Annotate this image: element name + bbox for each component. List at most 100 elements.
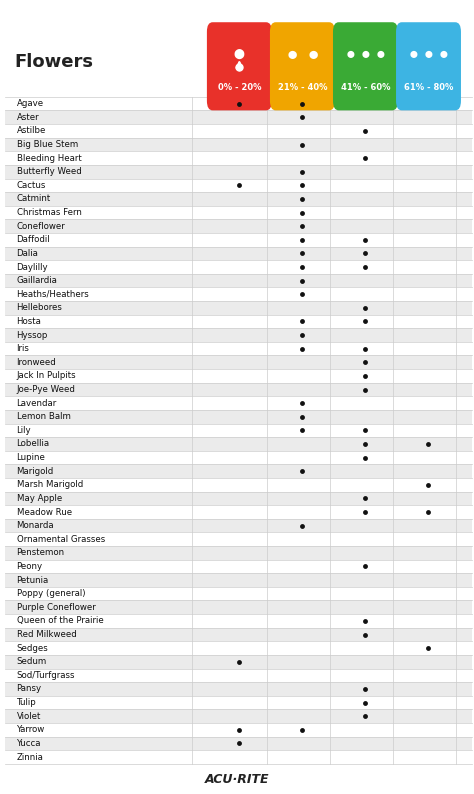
Bar	[5, 423, 472, 437]
Text: Dalia: Dalia	[17, 249, 38, 258]
Text: Christmas Fern: Christmas Fern	[17, 208, 82, 217]
Text: Yarrow: Yarrow	[17, 725, 45, 734]
FancyBboxPatch shape	[270, 22, 335, 110]
Bar	[5, 342, 472, 356]
Text: Violet: Violet	[17, 711, 41, 721]
FancyBboxPatch shape	[333, 22, 398, 110]
Bar	[5, 36, 472, 101]
Bar	[5, 287, 472, 301]
Text: Petunia: Petunia	[17, 576, 49, 584]
Text: Catmint: Catmint	[17, 195, 51, 203]
Text: Bleeding Heart: Bleeding Heart	[17, 153, 82, 163]
Bar	[5, 260, 472, 274]
FancyBboxPatch shape	[396, 22, 461, 110]
Text: ⬤: ⬤	[425, 51, 432, 58]
Text: Daylilly: Daylilly	[17, 263, 48, 272]
Text: ⬤: ⬤	[346, 51, 354, 58]
Text: Zinnia: Zinnia	[17, 753, 44, 761]
FancyBboxPatch shape	[207, 22, 272, 110]
Bar	[5, 124, 472, 137]
Text: Joe-Pye Weed: Joe-Pye Weed	[17, 385, 75, 394]
Text: Big Blue Stem: Big Blue Stem	[17, 140, 78, 149]
Bar	[5, 328, 472, 342]
Bar	[5, 546, 472, 560]
Text: Astilbe: Astilbe	[17, 126, 46, 136]
Bar	[5, 206, 472, 219]
Bar	[5, 247, 472, 260]
Bar	[5, 478, 472, 491]
Text: 21% - 40%: 21% - 40%	[278, 83, 327, 92]
Text: Jack In Pulpits: Jack In Pulpits	[17, 372, 76, 380]
Text: 0% - 20%: 0% - 20%	[218, 83, 261, 92]
Bar	[5, 301, 472, 314]
Bar	[5, 533, 472, 546]
Text: Purple Coneflower: Purple Coneflower	[17, 603, 95, 612]
Bar	[5, 165, 472, 179]
Text: Yucca: Yucca	[17, 739, 41, 748]
Text: Lemon Balm: Lemon Balm	[17, 412, 71, 422]
Text: ⬤: ⬤	[377, 51, 384, 58]
Bar	[5, 642, 472, 655]
Text: Marigold: Marigold	[17, 467, 54, 476]
Text: Cactus: Cactus	[17, 181, 46, 190]
Bar	[5, 669, 472, 682]
Text: Marsh Marigold: Marsh Marigold	[17, 480, 83, 489]
Text: Ironweed: Ironweed	[17, 358, 56, 367]
Bar	[5, 179, 472, 192]
Bar	[5, 737, 472, 750]
Bar	[5, 152, 472, 165]
Text: Lupine: Lupine	[17, 453, 46, 462]
Bar	[5, 491, 472, 505]
Text: 61% - 80%: 61% - 80%	[404, 83, 453, 92]
Bar	[5, 410, 472, 423]
Bar	[5, 314, 472, 328]
Bar	[5, 750, 472, 764]
Bar	[5, 233, 472, 247]
Text: ⬤: ⬤	[308, 50, 318, 59]
Bar	[5, 614, 472, 628]
Text: Poppy (general): Poppy (general)	[17, 589, 85, 598]
Text: Agave: Agave	[17, 99, 44, 108]
Text: ⬤: ⬤	[440, 51, 447, 58]
Text: ⬤: ⬤	[234, 49, 245, 60]
Bar	[5, 696, 472, 709]
Bar	[5, 518, 472, 533]
Text: Lavendar: Lavendar	[17, 399, 57, 407]
Text: Sedum: Sedum	[17, 657, 47, 666]
Text: Iris: Iris	[17, 344, 29, 353]
Bar	[5, 219, 472, 233]
Text: Butterfly Weed: Butterfly Weed	[17, 168, 82, 176]
Text: 41% - 60%: 41% - 60%	[341, 83, 390, 92]
Text: Aster: Aster	[17, 113, 39, 121]
Bar	[5, 192, 472, 206]
Text: Coneflower: Coneflower	[17, 222, 65, 231]
Text: ACU·RITE: ACU·RITE	[205, 773, 269, 786]
Bar	[5, 655, 472, 669]
Bar	[5, 587, 472, 600]
Bar	[5, 369, 472, 383]
Bar	[5, 682, 472, 696]
Bar	[5, 573, 472, 587]
Bar	[5, 137, 472, 152]
Text: ⬤: ⬤	[362, 51, 369, 58]
Text: Heaths/Heathers: Heaths/Heathers	[17, 290, 89, 299]
Text: Lobellia: Lobellia	[17, 439, 50, 449]
Text: Hellebores: Hellebores	[17, 303, 63, 312]
Bar	[5, 274, 472, 287]
Bar	[5, 464, 472, 478]
Text: Peony: Peony	[17, 562, 43, 571]
Bar	[5, 110, 472, 124]
Text: Ornamental Grasses: Ornamental Grasses	[17, 534, 105, 544]
Bar	[5, 505, 472, 518]
Text: Flowers: Flowers	[14, 53, 93, 71]
Text: Monarda: Monarda	[17, 521, 54, 530]
Bar	[5, 560, 472, 573]
Text: Daffodil: Daffodil	[17, 235, 50, 245]
Bar	[5, 600, 472, 614]
Text: Sedges: Sedges	[17, 644, 48, 653]
Text: Sod/Turfgrass: Sod/Turfgrass	[17, 671, 75, 680]
Bar	[5, 396, 472, 410]
Bar	[5, 97, 472, 110]
Bar	[5, 437, 472, 451]
Text: Penstemon: Penstemon	[17, 549, 65, 557]
